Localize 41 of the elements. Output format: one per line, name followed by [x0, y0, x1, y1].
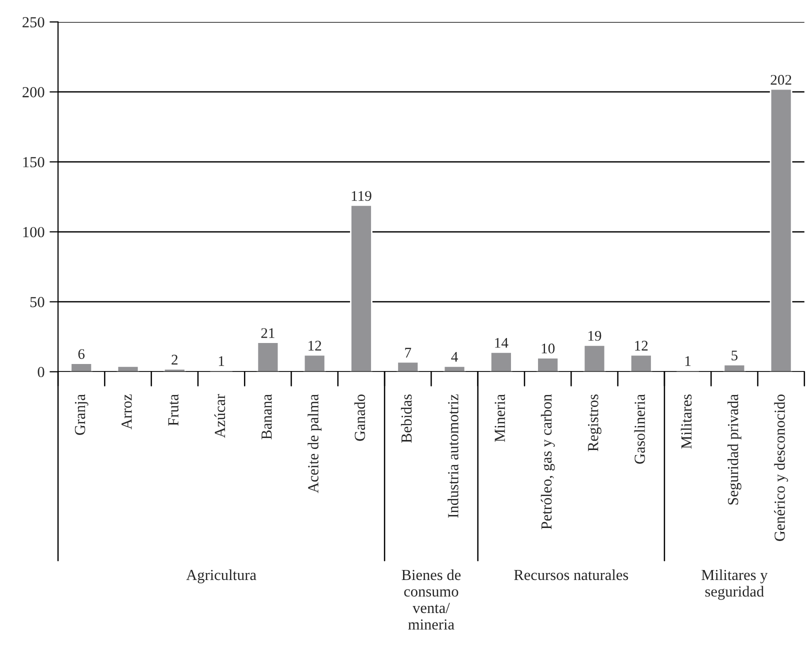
data-label: 12	[308, 340, 322, 350]
x-tick-label: Registros	[588, 394, 602, 452]
y-tick-label: 250	[22, 17, 44, 28]
data-label: 21	[261, 328, 274, 338]
data-label: 19	[588, 331, 602, 341]
data-label: 202	[770, 74, 792, 85]
x-tick-label: Ganado	[354, 394, 366, 441]
y-tick-label: 100	[23, 226, 44, 238]
text: Militares y seguridad	[702, 569, 768, 600]
x-tick-label: Aceite de palma	[308, 394, 322, 494]
y-tick-label: 50	[30, 296, 44, 308]
x-tick-label: Granja	[74, 394, 88, 435]
y-tick-label: 0	[38, 366, 44, 378]
x-tick-label: Petróleo, gas y carbon	[540, 394, 555, 530]
x-tick-label: Mineria	[494, 394, 506, 442]
x-tick-label: Genérico y desconocido	[774, 394, 788, 541]
data-label: 6	[78, 349, 85, 359]
data-label: 5	[732, 350, 738, 360]
data-label: 12	[635, 340, 648, 350]
x-tick-label: Fruta	[168, 394, 178, 426]
x-tick-label: Banana	[262, 394, 272, 440]
x-tick-label: Azúcar	[214, 394, 226, 438]
text: Agricultura	[186, 569, 256, 584]
data-label: 14	[495, 338, 508, 348]
x-tick-label: Gasolineria	[634, 394, 645, 464]
x-tick-label: Seguridad privada	[727, 394, 742, 505]
x-tick-label: Industria automotriz	[448, 394, 458, 518]
data-label: 7	[405, 348, 412, 358]
text: Bienes de consumo venta/ mineria	[402, 569, 461, 630]
y-tick-label: 200	[22, 87, 44, 98]
x-tick-label: Arroz	[122, 394, 132, 430]
data-label: 1	[218, 356, 224, 366]
data-label: 10	[542, 344, 555, 354]
data-label: 4	[451, 352, 458, 362]
data-label: 2	[172, 354, 178, 364]
y-tick-label: 150	[23, 157, 44, 168]
data-label: 1	[685, 356, 691, 366]
x-tick-label: Bebidas	[400, 394, 412, 443]
text: Recursos naturales	[514, 569, 628, 580]
x-tick-label: Militares	[680, 394, 692, 449]
data-label: 119	[352, 191, 372, 201]
